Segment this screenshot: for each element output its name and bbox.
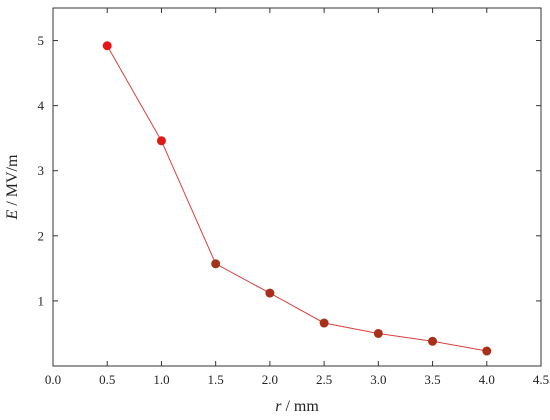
y-tick-label: 5 (38, 33, 45, 48)
data-point (102, 41, 112, 51)
y-axis-variable: E (4, 209, 21, 220)
y-axis-unit: / MV/m (4, 154, 21, 210)
ticks: 0.0 0.5 1.0 1.5 2.0 2.5 3.0 3.5 4.0 4.5 1 2 3 4 5 (38, 8, 549, 387)
data-point (211, 259, 221, 269)
x-tick-label: 1.0 (153, 372, 169, 387)
data-point (156, 136, 166, 146)
x-tick-label: 0.0 (45, 372, 61, 387)
x-tick-label: 3.0 (370, 372, 386, 387)
x-axis-title: r / mm (275, 398, 319, 415)
y-tick-label: 3 (38, 163, 45, 178)
x-tick-label: 2.5 (316, 372, 332, 387)
x-axis-unit: / mm (281, 398, 319, 415)
data-point (265, 288, 275, 298)
plot-frame (52, 7, 542, 367)
x-tick-label: 4.0 (479, 372, 495, 387)
data-point (428, 336, 438, 346)
axis-titles: r / mm E / MV/m (4, 154, 319, 415)
x-tick-label: 2.0 (262, 372, 278, 387)
x-axis-variable: r (275, 398, 282, 415)
y-axis-title: E / MV/m (4, 154, 21, 220)
x-tick-label: 3.5 (424, 372, 440, 387)
data-point (482, 346, 492, 356)
series-layer (102, 41, 492, 356)
y-tick-label: 4 (38, 98, 45, 113)
series-line (106, 45, 487, 352)
y-tick-label: 1 (38, 293, 45, 308)
data-point (319, 318, 329, 328)
x-tick-label: 1.5 (208, 372, 224, 387)
data-point (373, 328, 383, 338)
axes (52, 7, 542, 367)
y-tick-label: 2 (38, 228, 45, 243)
x-tick-label: 4.5 (533, 372, 549, 387)
x-tick-label: 0.5 (99, 372, 115, 387)
